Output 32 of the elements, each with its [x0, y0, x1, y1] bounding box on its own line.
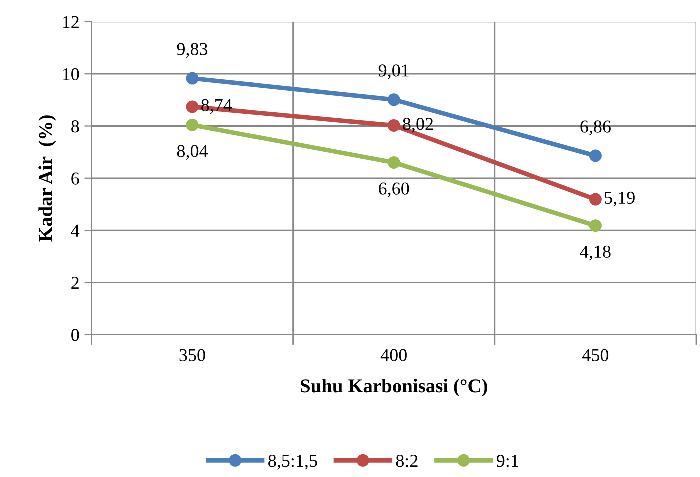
data-label: 9,83	[177, 43, 208, 58]
point	[186, 72, 199, 85]
data-label: 8,02	[403, 118, 434, 133]
data-label: 6,60	[379, 182, 410, 198]
y-tick-label: 6	[72, 172, 80, 185]
x-axis-title: Suhu Karbonisasi (°C)	[301, 379, 488, 397]
x-tick-label: 450	[582, 349, 609, 362]
x-tick-label: 400	[380, 349, 407, 362]
data-label: 9,01	[378, 64, 409, 80]
point	[388, 94, 400, 106]
legend-label: 8:2	[396, 454, 418, 468]
y-axis-title: Kadar Air (%)	[38, 116, 56, 242]
point	[589, 150, 602, 162]
y-tick-label: 12	[63, 16, 79, 28]
y-tick-label: 4	[71, 224, 80, 237]
point	[388, 119, 400, 132]
y-tick-label: 2	[72, 277, 79, 289]
x-tick-label: 350	[180, 349, 206, 362]
data-label: 4,18	[580, 246, 611, 261]
point	[388, 156, 400, 170]
data-label: 8,04	[177, 145, 208, 160]
data-label: 6,86	[580, 120, 611, 136]
point	[186, 118, 199, 132]
legend-label: 8,5:1,5	[268, 454, 318, 470]
data-label: 5,19	[605, 192, 635, 207]
legend-label: 9:1	[496, 455, 518, 468]
point	[589, 193, 602, 206]
y-tick-label: 8	[72, 120, 80, 133]
y-tick-label: 0	[72, 329, 80, 342]
point	[186, 100, 199, 114]
y-tick-label: 10	[63, 68, 80, 81]
point	[589, 220, 602, 232]
